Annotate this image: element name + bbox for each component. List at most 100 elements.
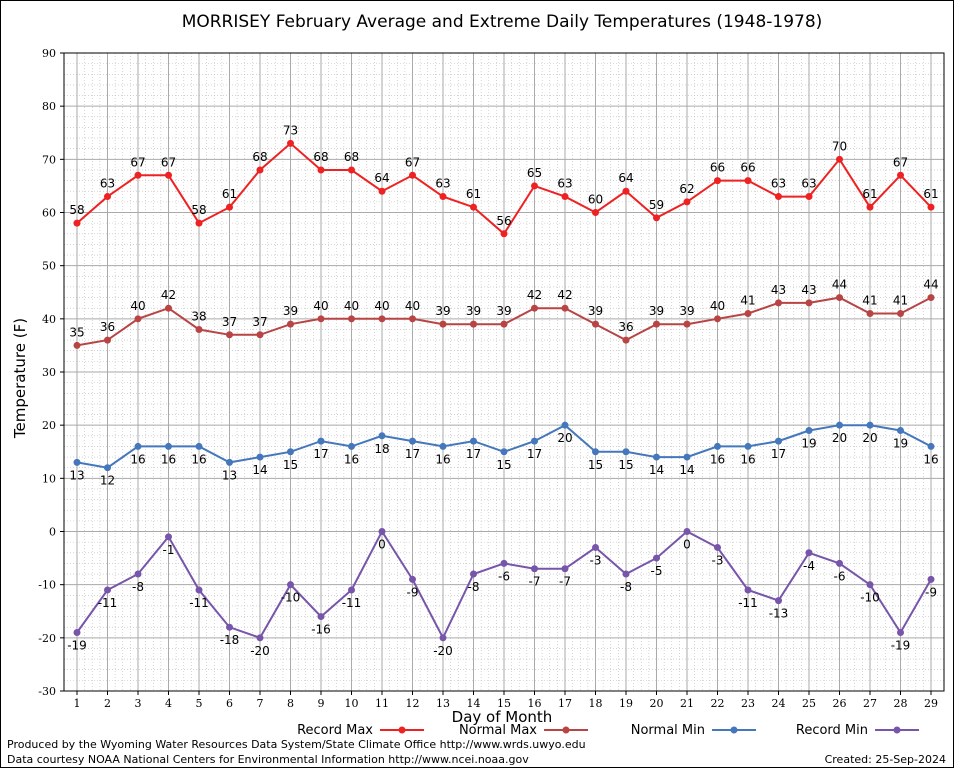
data-point-record-min [134,570,142,578]
data-point-record-max [226,203,233,211]
data-point-record-max [683,198,691,206]
data-point-record-min [836,559,843,567]
y-tick-label: 0 [49,526,56,539]
data-label-record-min: -11 [342,596,362,610]
data-point-normal-max [866,310,874,318]
data-point-normal-max [470,320,477,328]
x-tick-label: 19 [619,697,633,710]
data-point-record-max [866,203,874,211]
x-tick-label: 23 [741,697,755,710]
data-label-record-max: 65 [527,166,542,180]
data-label-record-min: -6 [834,569,846,583]
data-label-record-min: -6 [498,569,510,583]
data-label-record-max: 60 [588,193,603,207]
data-point-record-min [805,549,813,557]
data-point-normal-min [592,448,599,456]
data-point-normal-min [805,426,813,434]
x-tick-label: 2 [104,697,111,710]
data-point-record-min [439,634,447,642]
x-tick-label: 6 [226,697,233,710]
data-point-normal-min [287,448,294,456]
data-point-record-max [897,171,904,179]
data-label-normal-min: 16 [130,452,145,466]
data-label-record-max: 64 [618,171,633,185]
data-label-record-min: -3 [590,553,602,567]
data-point-record-max [775,193,782,201]
data-label-normal-min: 20 [862,431,877,445]
data-label-record-min: -4 [803,559,815,573]
data-point-normal-max [317,315,325,323]
data-label-normal-max: 39 [435,304,450,318]
data-label-record-min: -20 [433,644,453,658]
data-point-record-min [592,543,599,551]
data-label-normal-min: 14 [679,463,694,477]
data-labels: 58 63 67 67 58 61 68 73 68 68 64 67 63 61 56 65 63 60 64 59… [67,123,938,657]
data-label-record-max: 73 [283,123,298,137]
data-point-record-max [531,182,538,190]
x-tick-label: 3 [135,697,142,710]
data-label-record-max: 61 [466,187,481,201]
x-tick-label: 24 [772,697,786,710]
data-label-normal-max: 42 [527,288,542,302]
data-label-record-max: 67 [893,155,908,169]
data-point-normal-min [439,442,447,450]
data-label-record-max: 64 [374,171,389,185]
x-tick-label: 8 [287,697,294,710]
data-point-normal-max [744,310,752,318]
data-label-record-min: 0 [378,538,386,552]
data-point-normal-max [287,320,294,328]
data-point-normal-max [714,315,721,323]
data-label-normal-min: 16 [740,452,755,466]
data-point-normal-min [409,437,416,445]
data-label-record-max: 70 [832,139,847,153]
data-point-record-max [439,193,447,201]
x-tick-label: 15 [497,697,511,710]
x-tick-label: 1 [74,697,81,710]
data-label-record-min: -10 [281,591,301,605]
data-label-normal-min: 17 [405,447,420,461]
data-label-record-min: -7 [559,575,571,589]
data-point-record-max [287,139,294,147]
chart-title: MORRISEY February Average and Extreme Da… [182,12,823,32]
data-label-normal-min: 16 [435,452,450,466]
y-tick-label: 60 [42,207,56,220]
data-point-record-max [165,171,172,179]
data-point-normal-min [561,421,569,429]
y-tick-label: 30 [42,366,56,379]
y-tick-label: 80 [42,100,56,113]
data-label-normal-min: 15 [496,458,511,472]
data-point-normal-min [226,458,233,466]
data-label-record-max: 56 [496,214,511,228]
data-label-normal-min: 17 [527,447,542,461]
data-label-normal-min: 17 [466,447,481,461]
data-point-record-max [409,171,416,179]
y-tick-label: -30 [38,685,56,698]
data-label-record-max: 59 [649,198,664,212]
data-point-normal-min [927,442,935,450]
x-tick-label: 5 [196,697,203,710]
data-point-normal-max [378,315,386,323]
x-tick-label: 17 [558,697,572,710]
x-tick-label: 12 [406,697,420,710]
data-point-normal-min [866,421,874,429]
data-label-normal-max: 39 [466,304,481,318]
data-label-record-min: -19 [891,639,911,653]
data-point-record-max [195,219,203,227]
data-label-record-max: 58 [69,203,84,217]
data-label-normal-min: 12 [100,474,115,488]
data-label-normal-max: 36 [618,320,633,334]
data-label-normal-min: 17 [313,447,328,461]
data-label-record-min: -13 [769,607,789,621]
data-point-record-min [683,528,691,535]
data-label-normal-max: 37 [252,315,267,329]
data-point-record-max [805,193,813,201]
footer-produced-by: Produced by the Wyoming Water Resources … [7,738,586,751]
data-label-normal-max: 39 [679,304,694,318]
data-point-normal-min [531,437,538,445]
data-label-record-max: 67 [161,155,176,169]
data-point-record-max [317,166,325,174]
data-point-record-max [73,219,81,227]
data-point-normal-min [317,437,325,445]
data-point-record-min [744,586,752,594]
data-point-record-min [195,586,203,594]
